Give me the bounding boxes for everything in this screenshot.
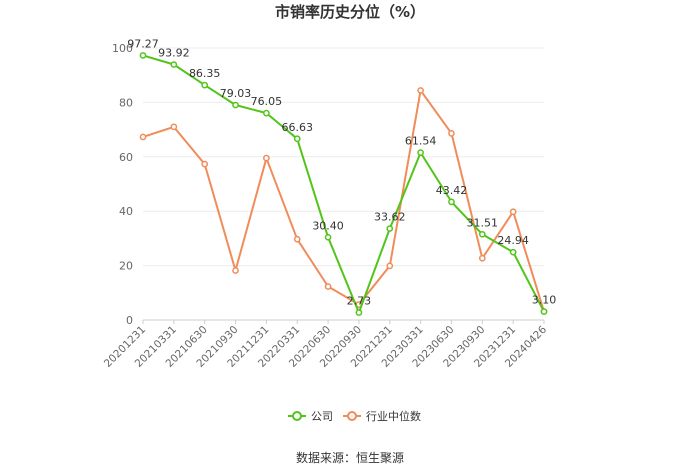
- data-point: [478, 230, 486, 238]
- legend-marker-0: [292, 411, 302, 421]
- data-label: 61.54: [405, 135, 437, 148]
- data-label: 76.05: [251, 95, 283, 108]
- data-label: 86.35: [189, 67, 221, 80]
- data-point: [509, 248, 517, 256]
- source-text: 数据来源：恒生聚源: [296, 450, 404, 465]
- chart-title: 市销率历史分位（%）: [275, 3, 425, 21]
- legend-label-0: 公司: [311, 410, 333, 423]
- series-line-1: [142, 89, 545, 312]
- y-tick-label: 100: [112, 42, 133, 55]
- data-point: [263, 109, 270, 117]
- y-tick-label: 0: [126, 314, 133, 327]
- legend-label-1: 行业中位数: [366, 409, 421, 423]
- data-point: [509, 208, 517, 216]
- data-point: [293, 235, 301, 243]
- y-axis: 0 20 40 60 80 100: [112, 42, 133, 327]
- data-point: [324, 233, 332, 241]
- y-tick-label: 80: [119, 96, 133, 109]
- grid: [143, 47, 544, 321]
- legend: 公司 行业中位数: [288, 409, 421, 423]
- data-point: [448, 130, 455, 137]
- data-point: [170, 61, 178, 68]
- data-label: 93.92: [158, 47, 190, 60]
- data-point: [386, 262, 394, 270]
- data-point: [478, 254, 486, 262]
- data-label: 66.63: [281, 121, 313, 134]
- data-point: [293, 135, 301, 143]
- data-point: [448, 198, 455, 206]
- data-label: 79.03: [220, 87, 252, 100]
- data-label: 97.27: [127, 37, 159, 50]
- data-label: 43.42: [436, 184, 468, 197]
- data-point: [170, 123, 178, 131]
- data-label: 30.40: [312, 219, 344, 232]
- y-tick-label: 40: [119, 205, 133, 218]
- data-point: [201, 160, 209, 168]
- data-label: 3.10: [532, 294, 557, 307]
- y-tick-label: 20: [119, 260, 133, 273]
- data-point: [540, 308, 548, 315]
- data-point: [232, 101, 239, 109]
- data-point: [324, 283, 332, 290]
- series-line-0: [142, 54, 545, 314]
- data-label: 33.62: [374, 211, 406, 224]
- data-point: [139, 52, 147, 59]
- x-axis: 2020123120210331202106302021093020211231…: [102, 320, 549, 370]
- data-point: [417, 87, 424, 94]
- data-point: [232, 267, 239, 274]
- data-point: [386, 225, 394, 232]
- data-point: [139, 133, 147, 141]
- data-point: [201, 81, 209, 89]
- data-label: 2.73: [347, 295, 372, 308]
- y-tick-label: 60: [119, 151, 133, 164]
- data-point: [355, 309, 363, 316]
- legend-marker-1: [347, 411, 357, 421]
- data-point: [417, 149, 424, 156]
- data-label: 24.94: [497, 234, 529, 247]
- data-point: [263, 154, 270, 162]
- data-label: 31.51: [467, 216, 499, 229]
- series-layer: [139, 52, 548, 316]
